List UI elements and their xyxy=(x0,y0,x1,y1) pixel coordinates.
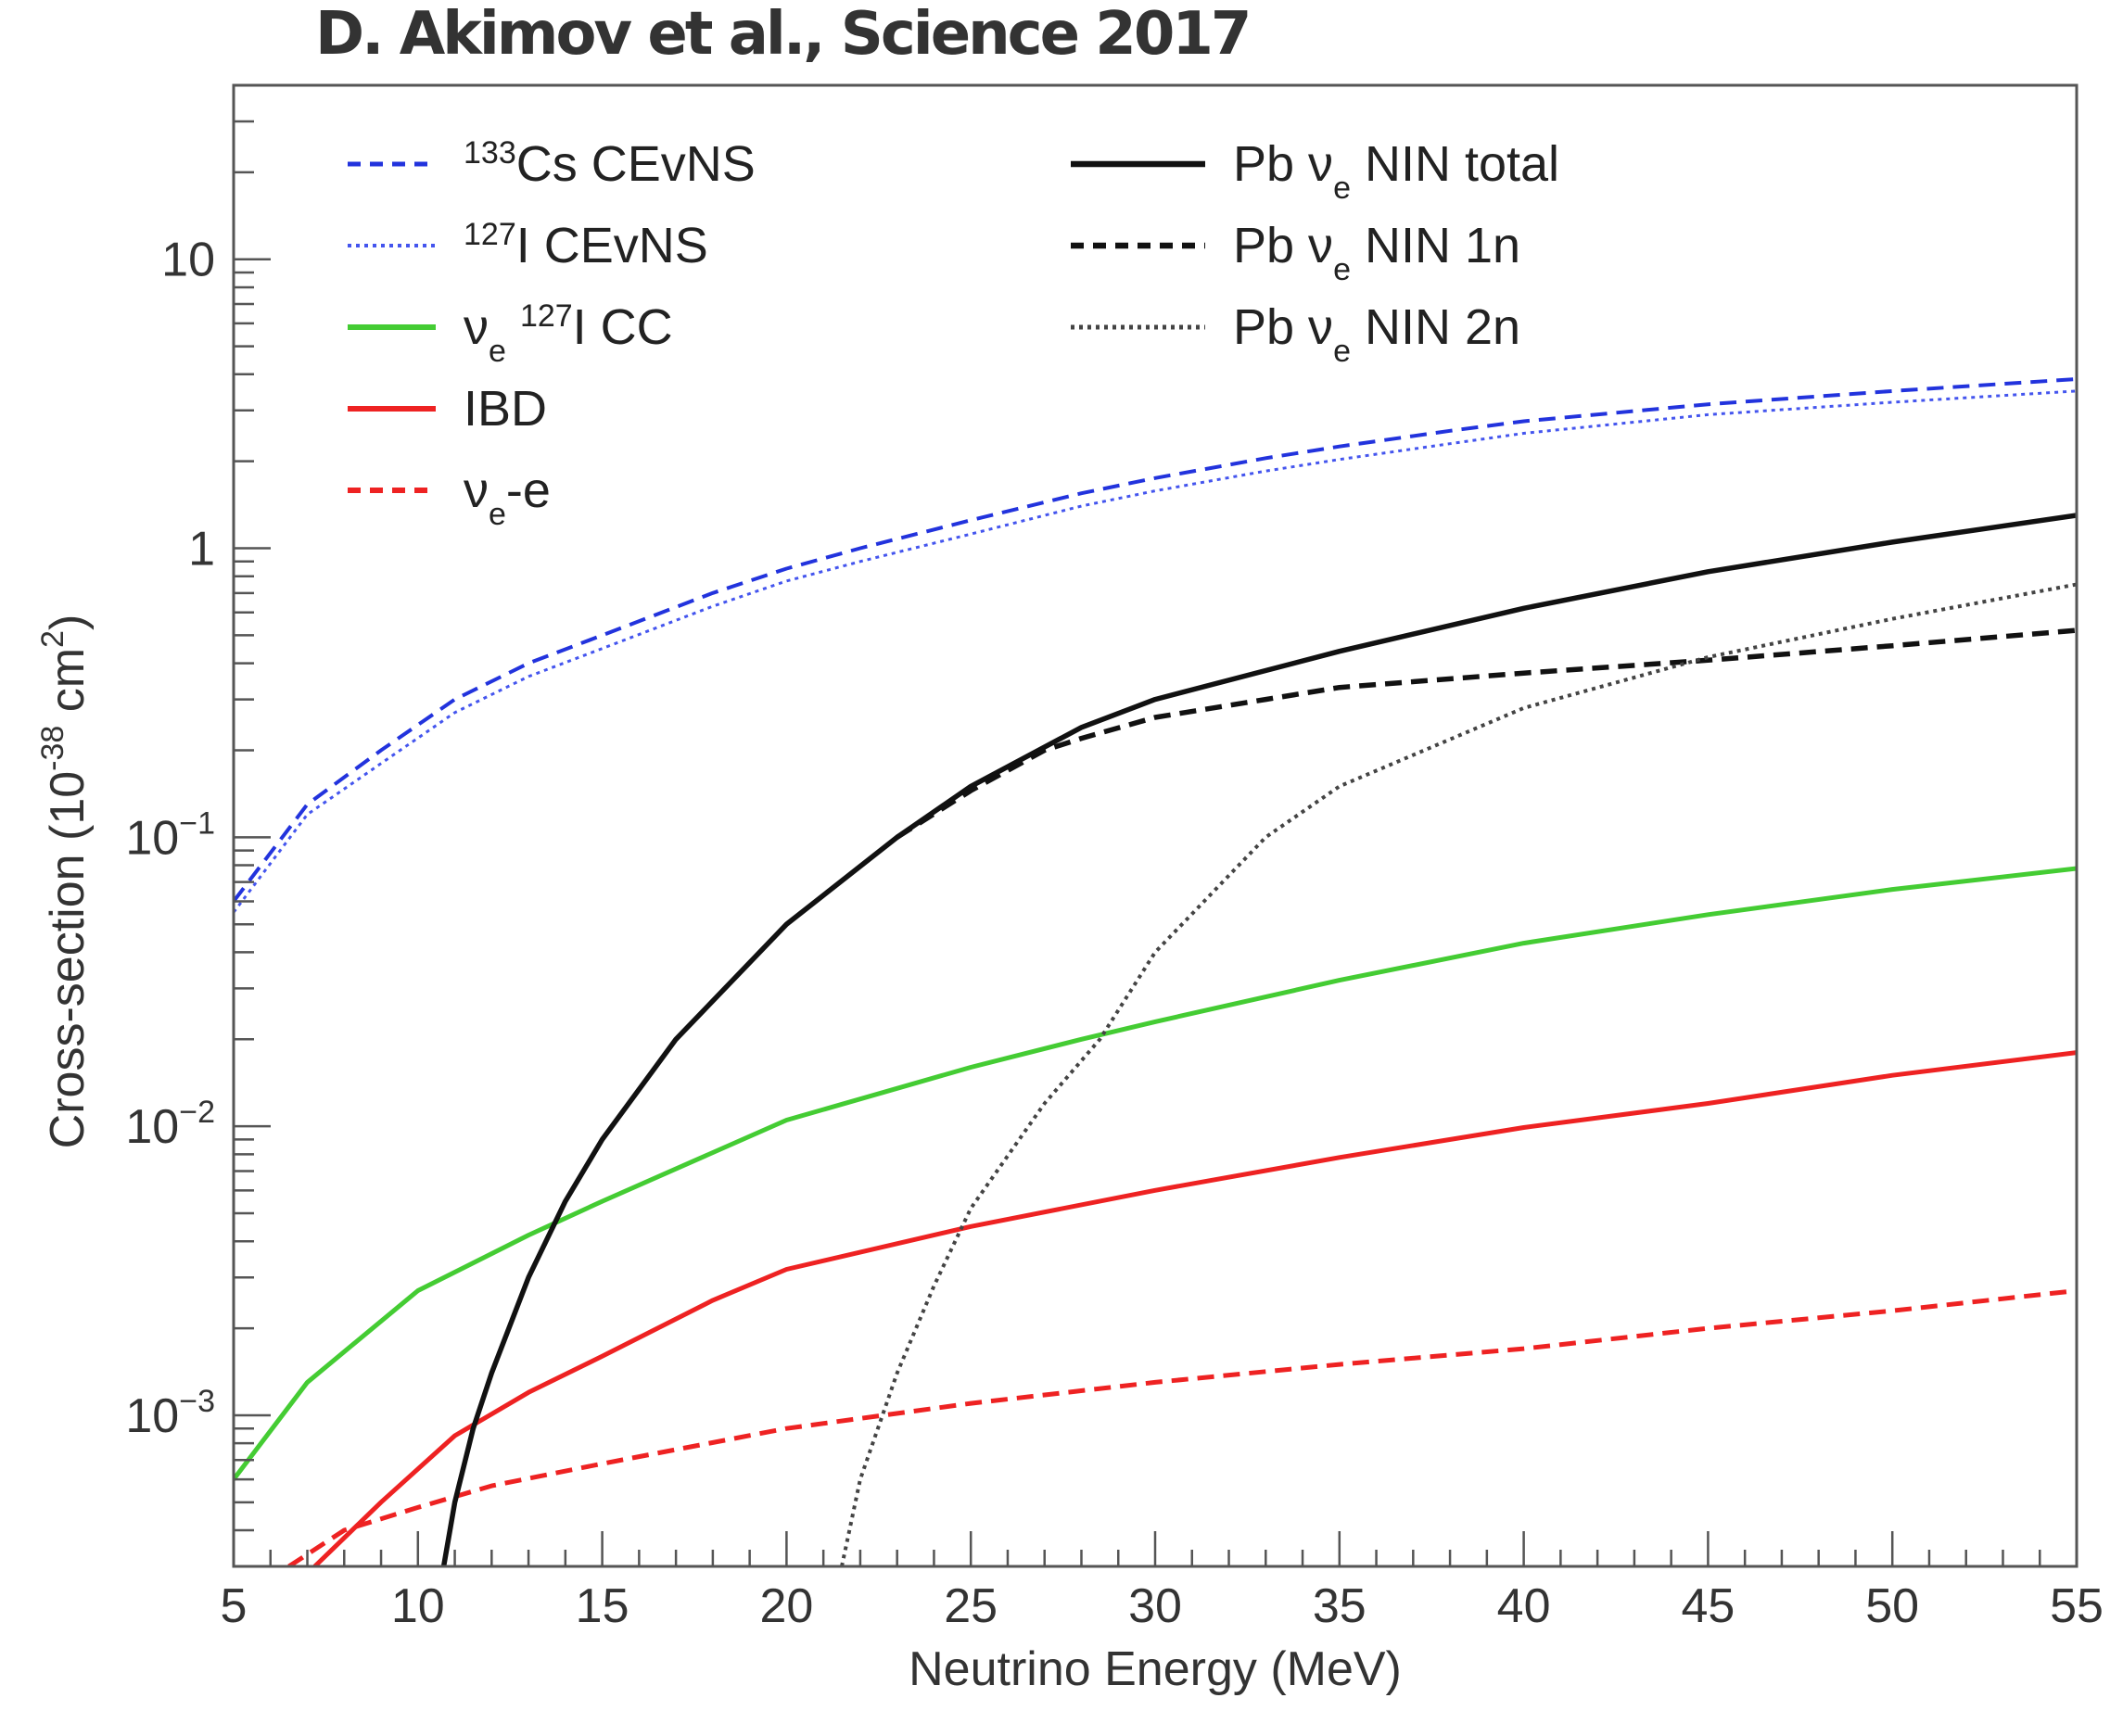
y-axis-label: Cross-section (10-38 cm2) xyxy=(35,615,95,1149)
x-tick-label: 15 xyxy=(576,1579,629,1633)
source-credit: D. Akimov et al., Science 2017 xyxy=(315,0,1252,69)
x-tick-label: 35 xyxy=(1313,1579,1367,1633)
series-line-pbtot xyxy=(440,513,2077,1566)
legend-label-pb2n: Pb νe NIN 2n xyxy=(1233,299,1520,369)
x-tick-label: 20 xyxy=(759,1579,813,1633)
y-tick-label: 10−1 xyxy=(125,805,215,865)
x-tick-label: 5 xyxy=(221,1579,248,1633)
legend-label-cc: νe 127I CC xyxy=(464,298,673,369)
legend-label-i: 127I CEvNS xyxy=(464,217,708,273)
legend-label-pbtot: Pb νe NIN total xyxy=(1233,136,1559,206)
series-line-pb2n xyxy=(840,582,2077,1566)
y-tick-label: 10 xyxy=(161,234,215,287)
series-line-ibd xyxy=(312,1050,2077,1566)
legend: 133Cs CEvNS 127I CEvNS νe 127I CC IBD νe-e Pb… xyxy=(348,135,1559,532)
x-tick-label: 45 xyxy=(1681,1579,1735,1633)
legend-label-cs: 133Cs CEvNS xyxy=(464,135,756,192)
plot-area xyxy=(234,377,2077,1566)
legend-label-pb1n: Pb νe NIN 1n xyxy=(1233,218,1520,287)
x-tick-label: 40 xyxy=(1497,1579,1551,1633)
x-tick-label: 10 xyxy=(391,1579,445,1633)
y-tick-label: 10−3 xyxy=(125,1384,215,1443)
series-line-nue xyxy=(287,1288,2077,1566)
x-tick-label: 30 xyxy=(1128,1579,1182,1633)
x-tick-label: 50 xyxy=(1865,1579,1919,1633)
x-tick-label: 55 xyxy=(2050,1579,2104,1633)
legend-label-nue: νe-e xyxy=(464,463,551,532)
y-tick-label: 1 xyxy=(188,523,215,577)
legend-label-ibd: IBD xyxy=(464,381,547,437)
series-line-cc xyxy=(234,866,2077,1481)
series-line-i xyxy=(234,389,2077,914)
axes: 5 10 15 20 25 30 35 40 45 50 55 10 1 10−1 10−2 10−3 Neut… xyxy=(35,83,2104,1696)
series-line-cs xyxy=(234,377,2077,903)
y-tick-label: 10−2 xyxy=(125,1095,215,1154)
x-axis-label: Neutrino Energy (MeV) xyxy=(909,1642,1402,1696)
x-tick-label: 25 xyxy=(944,1579,998,1633)
series-line-pb1n xyxy=(896,627,2077,840)
